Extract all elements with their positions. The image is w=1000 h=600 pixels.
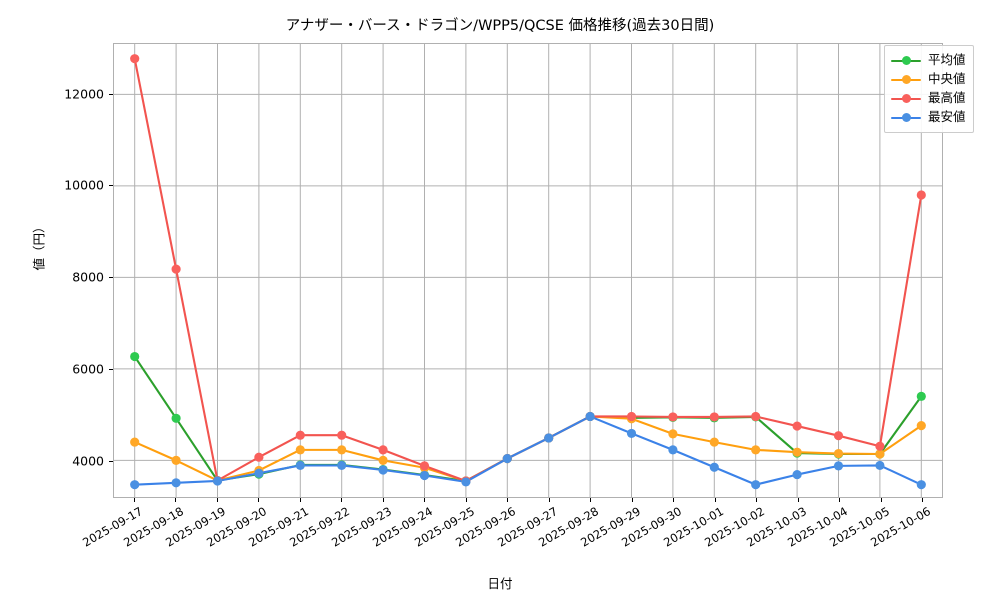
data-point (751, 480, 761, 490)
data-point (171, 478, 181, 488)
data-point (916, 421, 926, 431)
data-point (378, 455, 388, 465)
legend-item-3[interactable]: 最安値 (891, 108, 966, 127)
series-line-3 (133, 415, 923, 486)
data-point (875, 441, 885, 451)
data-series-layer (130, 54, 926, 490)
data-point (419, 461, 430, 471)
legend-label: 中央値 (928, 71, 966, 87)
data-point (709, 462, 719, 472)
series-line-0 (133, 355, 923, 483)
data-point (419, 470, 430, 481)
data-point (916, 391, 926, 401)
data-point (833, 448, 844, 459)
data-point (668, 429, 678, 439)
x-tick-mark (922, 498, 924, 502)
data-point (792, 421, 802, 431)
y-axis-title: 値（円） (31, 220, 47, 271)
data-point (130, 437, 140, 447)
x-tick-mark (673, 498, 675, 502)
legend-label: 最安値 (928, 109, 966, 125)
data-point (875, 460, 885, 471)
data-point (130, 480, 140, 490)
legend-item-1[interactable]: 中央値 (891, 70, 966, 89)
data-point (130, 351, 140, 362)
data-point (792, 447, 802, 457)
legend-swatch-icon (891, 55, 921, 67)
x-tick-mark (299, 498, 301, 502)
x-tick-mark (714, 498, 716, 502)
x-axis-title: 日付 (487, 576, 513, 591)
x-tick-mark (175, 498, 177, 502)
data-point (378, 445, 388, 455)
data-point (461, 477, 471, 487)
series-line-2 (133, 57, 923, 483)
data-point (833, 431, 844, 441)
data-point (295, 460, 305, 471)
data-point (254, 452, 264, 462)
data-point (378, 465, 388, 475)
legend-swatch-icon (891, 74, 921, 86)
data-point (295, 430, 305, 440)
legend-swatch-icon (891, 93, 921, 105)
data-point (875, 449, 885, 459)
x-tick-mark (133, 498, 135, 502)
legend-swatch-icon (891, 112, 921, 124)
data-point (833, 461, 844, 471)
x-tick-mark (839, 498, 841, 502)
x-tick-mark (797, 498, 799, 502)
data-point (626, 411, 637, 422)
x-tick-mark (590, 498, 592, 502)
legend-label: 平均値 (928, 52, 966, 68)
data-point (751, 445, 761, 455)
plot-area (113, 43, 943, 498)
data-point (668, 412, 678, 422)
data-point (295, 445, 305, 455)
x-tick-mark (507, 498, 509, 502)
data-point (171, 413, 181, 423)
data-point (751, 411, 761, 422)
y-tick-label: 10000 (64, 177, 104, 193)
legend-item-0[interactable]: 平均値 (891, 51, 966, 70)
y-tick-label: 12000 (64, 86, 104, 102)
data-point (171, 264, 181, 274)
data-point (916, 190, 926, 200)
chart-legend: 平均値中央値最高値最安値 (884, 45, 974, 133)
data-point (916, 480, 926, 490)
data-point (668, 445, 678, 455)
data-point (130, 54, 140, 64)
y-tick-label: 8000 (72, 269, 104, 285)
data-point (626, 428, 637, 438)
y-tick-label: 6000 (72, 361, 104, 377)
legend-item-2[interactable]: 最高値 (891, 89, 966, 108)
legend-label: 最高値 (928, 90, 966, 106)
data-point (544, 433, 554, 443)
data-point (792, 469, 802, 480)
data-point (502, 453, 512, 464)
x-tick-mark (880, 498, 882, 502)
x-tick-mark (756, 498, 758, 502)
y-tick-label: 4000 (72, 453, 104, 469)
data-point (337, 460, 347, 471)
data-point (337, 445, 347, 455)
data-point (709, 437, 719, 447)
chart-title: アナザー・バース・ドラゴン/WPP5/QCSE 価格推移(過去30日間) (285, 18, 715, 34)
data-point (709, 412, 719, 422)
data-point (212, 476, 223, 486)
x-tick-mark (258, 498, 260, 502)
x-tick-mark (465, 498, 467, 502)
data-point (254, 468, 264, 478)
data-point (337, 430, 347, 440)
x-tick-mark (424, 498, 426, 502)
data-point (171, 455, 181, 465)
x-tick-mark (382, 498, 384, 502)
x-tick-mark (631, 498, 633, 502)
x-tick-mark (548, 498, 550, 502)
x-tick-mark (216, 498, 218, 502)
x-tick-mark (341, 498, 343, 502)
data-point (585, 411, 595, 422)
